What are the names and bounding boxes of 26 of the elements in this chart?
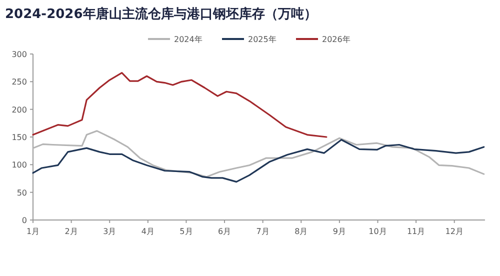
x-tick-label: 2月 <box>64 227 78 236</box>
x-tick-label: 10月 <box>368 227 387 236</box>
x-tick-label: 9月 <box>332 227 346 236</box>
x-tick-label: 3月 <box>103 227 116 236</box>
x-tick-label: 12月 <box>445 227 464 236</box>
legend-label: 2025年 <box>248 35 276 44</box>
y-tick-label: 50 <box>16 188 27 198</box>
line-series <box>32 138 485 183</box>
x-tick-label: 8月 <box>294 227 308 236</box>
line-series <box>32 130 485 178</box>
y-tick-label: 100 <box>12 160 27 170</box>
x-tick-label: 4月 <box>141 227 154 236</box>
legend-label: 2026年 <box>322 35 350 44</box>
x-tick-label: 1月 <box>26 227 40 236</box>
x-tick-label: 11月 <box>406 227 426 236</box>
x-tick-label: 5月 <box>180 227 193 236</box>
x-tick-label: 7月 <box>256 227 270 236</box>
x-tick-label: 6月 <box>218 227 232 236</box>
y-tick-label: 150 <box>12 133 27 142</box>
chart-title: 2024-2026年唐山主流仓库与港口钢坯库存（万吨） <box>5 6 317 22</box>
line-series <box>32 72 328 138</box>
y-tick-label: 200 <box>12 105 27 114</box>
y-tick-label: 250 <box>12 78 27 87</box>
legend-label: 2024年 <box>174 35 202 44</box>
y-tick-label: 300 <box>12 50 27 59</box>
y-tick-label: 0 <box>22 216 27 225</box>
